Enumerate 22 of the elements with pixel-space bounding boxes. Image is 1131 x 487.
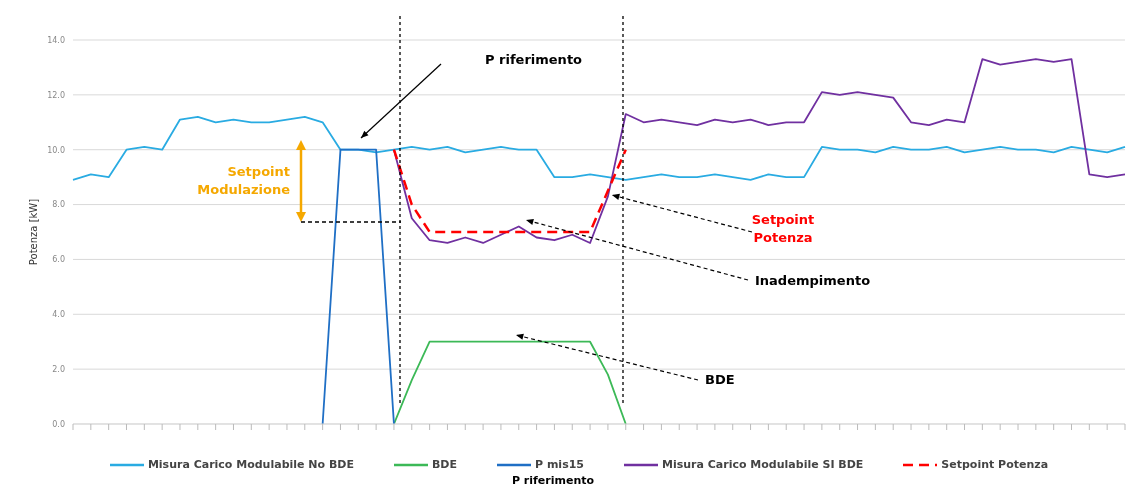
y-tick-label: 8.0 <box>52 200 65 210</box>
y-tick-label: 0.0 <box>52 419 65 429</box>
line-series <box>72 115 1126 181</box>
text: P riferimento <box>511 474 595 487</box>
y-tick-label: 12.0 <box>47 90 65 100</box>
legend-label: BDE <box>431 458 458 471</box>
annotation: Inadempimento <box>755 273 871 288</box>
legend-label: Misura Carico Modulabile SI BDE <box>662 458 864 471</box>
annotation: BDE <box>705 372 735 387</box>
annotation: Setpoint Potenza <box>751 212 815 245</box>
y-tick-label: 6.0 <box>52 255 65 265</box>
legend-label: P mis15 <box>535 458 584 471</box>
legend-label: Setpoint Potenza <box>941 458 1049 471</box>
y-tick-label: 10.0 <box>47 145 65 155</box>
y-tick-label: 2.0 <box>52 364 65 374</box>
legend-label: Misura Carico Modulabile No BDE <box>147 458 354 471</box>
line-series <box>392 148 627 234</box>
annotation: P riferimento <box>485 52 583 67</box>
annotation: Setpoint Modulazione <box>197 164 291 197</box>
y-tick-label: 14.0 <box>47 35 65 45</box>
y-axis-title: Potenza [kW] <box>27 198 39 266</box>
y-tick-label: 4.0 <box>52 310 65 320</box>
